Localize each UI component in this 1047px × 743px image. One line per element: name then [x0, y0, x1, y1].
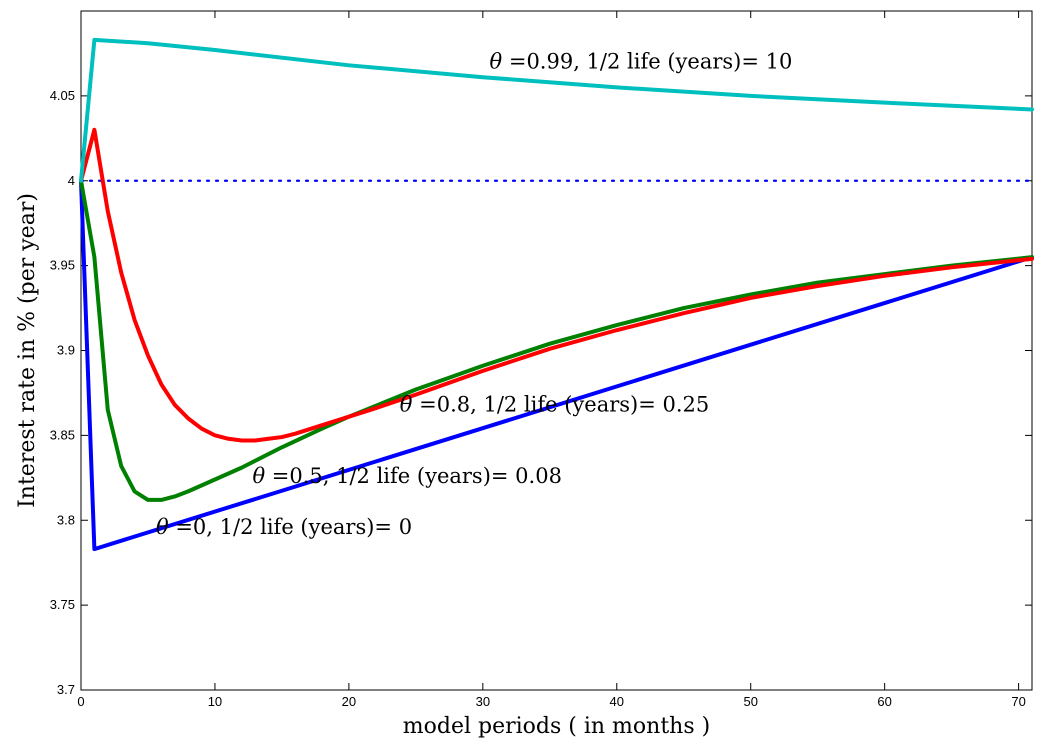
y-tick-label: 3.9 — [57, 343, 75, 358]
annotation-text: =0.8, 1/2 life (years)= 0.25 — [412, 393, 709, 417]
y-tick-label: 3.85 — [50, 427, 75, 442]
x-tick-label: 70 — [1011, 694, 1025, 709]
axes-box — [80, 10, 1033, 691]
x-tick-label: 10 — [208, 694, 222, 709]
annotation-label: θ =0.8, 1/2 life (years)= 0.25 — [400, 393, 709, 417]
annotation-label: θ =0, 1/2 life (years)= 0 — [156, 515, 412, 539]
series-line-1 — [79, 178, 1034, 502]
x-tick-label: 40 — [610, 694, 624, 709]
x-tick-label: 60 — [877, 694, 891, 709]
annotation-text: =0.99, 1/2 life (years)= 10 — [502, 50, 792, 74]
x-tick-label: 50 — [743, 694, 757, 709]
y-tick-label: 3.95 — [50, 258, 75, 273]
annotation-label: θ =0.99, 1/2 life (years)= 10 — [490, 50, 793, 74]
theta-symbol: θ — [400, 393, 413, 417]
theta-symbol: θ — [156, 515, 169, 539]
y-axis: 3.7 3.75 3.8 3.85 3.9 3.95 4 4.05 — [50, 88, 1032, 697]
y-tick-label: 4.05 — [50, 88, 75, 103]
series-line-2 — [79, 127, 1034, 443]
annotation-group: θ =0.99, 1/2 life (years)= 10θ =0.8, 1/2… — [156, 50, 792, 539]
x-tick-label: 30 — [476, 694, 490, 709]
plot-area: 0 10 20 30 40 50 60 70 3.7 3.75 3.8 3.85 3.9 3.95 4 4.… — [50, 10, 1034, 709]
annotation-text: =0.5, 1/2 life (years)= 0.08 — [265, 464, 562, 488]
x-tick-label: 20 — [342, 694, 356, 709]
series-line-0 — [79, 178, 1034, 552]
x-axis: 0 10 20 30 40 50 60 70 — [77, 11, 1026, 709]
y-tick-label: 4 — [68, 173, 75, 188]
y-tick-label: 3.75 — [50, 597, 75, 612]
annotation-text: =0, 1/2 life (years)= 0 — [169, 515, 412, 539]
series-line-3 — [79, 37, 1034, 183]
x-tick-label: 0 — [77, 694, 84, 709]
y-axis-label: Interest rate in % (per year) — [15, 193, 40, 508]
y-tick-label: 3.7 — [57, 682, 75, 697]
series-group — [79, 37, 1034, 552]
theta-symbol: θ — [252, 464, 265, 488]
theta-symbol: θ — [490, 50, 503, 74]
annotation-label: θ =0.5, 1/2 life (years)= 0.08 — [252, 464, 562, 488]
y-tick-label: 3.8 — [57, 512, 75, 527]
x-axis-label: model periods ( in months ) — [403, 714, 710, 739]
